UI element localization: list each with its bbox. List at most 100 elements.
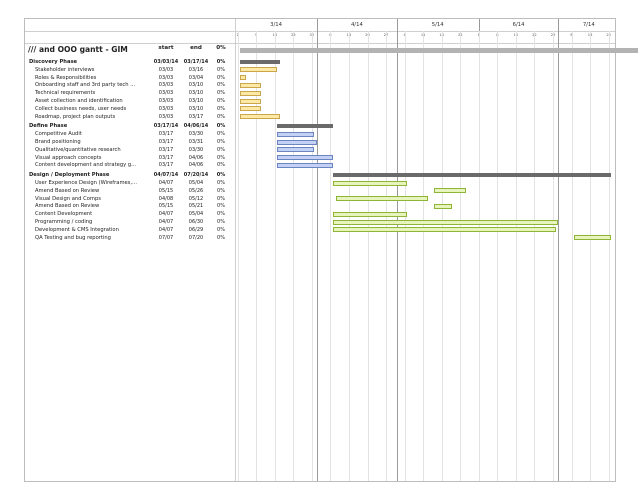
task-name: Roles & Responsibilities [35, 74, 97, 81]
task-bar[interactable] [277, 139, 318, 145]
task-name: Asset collection and identification [35, 98, 123, 104]
week-gridline [590, 31, 592, 481]
month-label: 4/14 [350, 22, 363, 28]
task-bar[interactable] [433, 188, 466, 194]
task-start: 03/03 [158, 105, 174, 112]
task-name: Visual Design and Comps [35, 195, 101, 202]
task-end: 03/04 [188, 74, 204, 81]
task-name: Content development and strategy g... [35, 162, 137, 169]
task-start: 04/07 [158, 219, 174, 225]
task-pct: 0% [217, 226, 225, 233]
task-start: 03/03 [158, 113, 174, 120]
week-gridline [293, 31, 295, 481]
task-start: 03/17 [158, 131, 174, 138]
task-bar[interactable] [277, 147, 315, 153]
phase-start: 03/17/14 [153, 123, 179, 130]
phase-end: 03/17/14 [183, 59, 209, 65]
day-label: 29 [550, 33, 556, 37]
task-bar[interactable] [277, 155, 334, 161]
project-summary-bar [240, 48, 638, 53]
task-bar[interactable] [574, 235, 612, 241]
day-label: 2 [236, 33, 239, 37]
week-gridline [534, 31, 536, 481]
task-pct: 0% [217, 211, 225, 218]
week-gridline [460, 31, 462, 481]
task-name: Onboarding staff and 3rd party tech ... [35, 82, 136, 89]
task-start: 03/17 [158, 154, 174, 161]
task-pct: 0% [217, 131, 225, 138]
task-pct: 0% [217, 154, 225, 161]
task-bar[interactable] [240, 67, 278, 73]
task-pct: 0% [217, 98, 225, 104]
task-bar[interactable] [240, 98, 262, 104]
week-gridline [348, 31, 350, 481]
task-bar[interactable] [333, 180, 408, 186]
week-gridline [478, 31, 480, 481]
task-pct: 0% [217, 74, 225, 81]
task-bar[interactable] [240, 106, 262, 112]
task-bar[interactable] [240, 82, 262, 88]
task-bar[interactable] [333, 227, 556, 233]
day-label: 16 [272, 33, 278, 37]
task-end: 03/16 [188, 66, 204, 73]
day-label: 8 [496, 33, 499, 37]
task-bar[interactable] [433, 203, 453, 209]
week-gridline [256, 31, 258, 481]
task-name: Qualitative/quantitative research [35, 146, 121, 153]
task-end: 05/21 [188, 203, 204, 210]
day-label: 30 [309, 33, 315, 37]
task-start: 05/15 [158, 203, 174, 210]
task-pct: 0% [217, 146, 225, 153]
header-divider [25, 31, 615, 32]
week-gridline [367, 31, 369, 481]
task-pct: 0% [217, 187, 225, 194]
task-end: 05/04 [188, 211, 204, 218]
day-label: 13 [587, 33, 593, 37]
task-bar[interactable] [277, 131, 315, 137]
phase-name: Discovery Phase [29, 59, 78, 65]
task-pct: 0% [217, 105, 225, 112]
task-end: 06/29 [188, 226, 204, 233]
month-label: 7/14 [582, 22, 595, 28]
phase-end: 07/20/14 [183, 172, 209, 179]
day-label: 9 [255, 33, 258, 37]
task-end: 03/31 [188, 139, 204, 145]
timeline-border [235, 19, 236, 481]
task-bar[interactable] [240, 90, 262, 96]
task-start: 03/17 [158, 139, 174, 145]
day-label: 6 [570, 33, 573, 37]
task-start: 03/17 [158, 146, 174, 153]
task-start: 04/08 [158, 195, 174, 202]
month-label: 3/14 [270, 22, 283, 28]
task-end: 05/04 [188, 180, 204, 186]
task-end: 03/10 [188, 90, 204, 97]
task-bar[interactable] [277, 162, 334, 168]
phase-summary-bar [240, 59, 281, 64]
task-bar[interactable] [333, 219, 559, 225]
task-pct: 0% [217, 219, 225, 225]
phase-pct: 0% [216, 59, 226, 65]
task-bar[interactable] [240, 114, 281, 120]
task-bar[interactable] [335, 196, 429, 202]
day-label: 18 [439, 33, 444, 37]
task-pct: 0% [217, 82, 225, 89]
day-label: 25 [457, 33, 463, 37]
phase-pct: 0% [216, 172, 226, 179]
task-name: Collect business needs, user needs [35, 105, 127, 112]
task-end: 03/30 [188, 146, 204, 153]
task-end: 05/12 [188, 195, 204, 202]
week-gridline [553, 31, 554, 481]
day-label: 4 [403, 33, 406, 37]
task-name: QA Testing and bug reporting [35, 234, 111, 241]
task-bar[interactable] [333, 211, 408, 217]
project-title: /// and OOO gantt - GIM [28, 45, 128, 54]
task-name: Content Development [35, 211, 93, 218]
task-name: Technical requirements [35, 90, 96, 97]
task-name: Visual approach concepts [35, 154, 102, 161]
month-separator [558, 19, 560, 481]
task-start: 04/07 [158, 180, 174, 186]
task-bar[interactable] [240, 75, 246, 81]
task-end: 03/10 [188, 82, 204, 89]
start-column-header: start [158, 45, 174, 51]
end-column-header: end [190, 45, 202, 51]
